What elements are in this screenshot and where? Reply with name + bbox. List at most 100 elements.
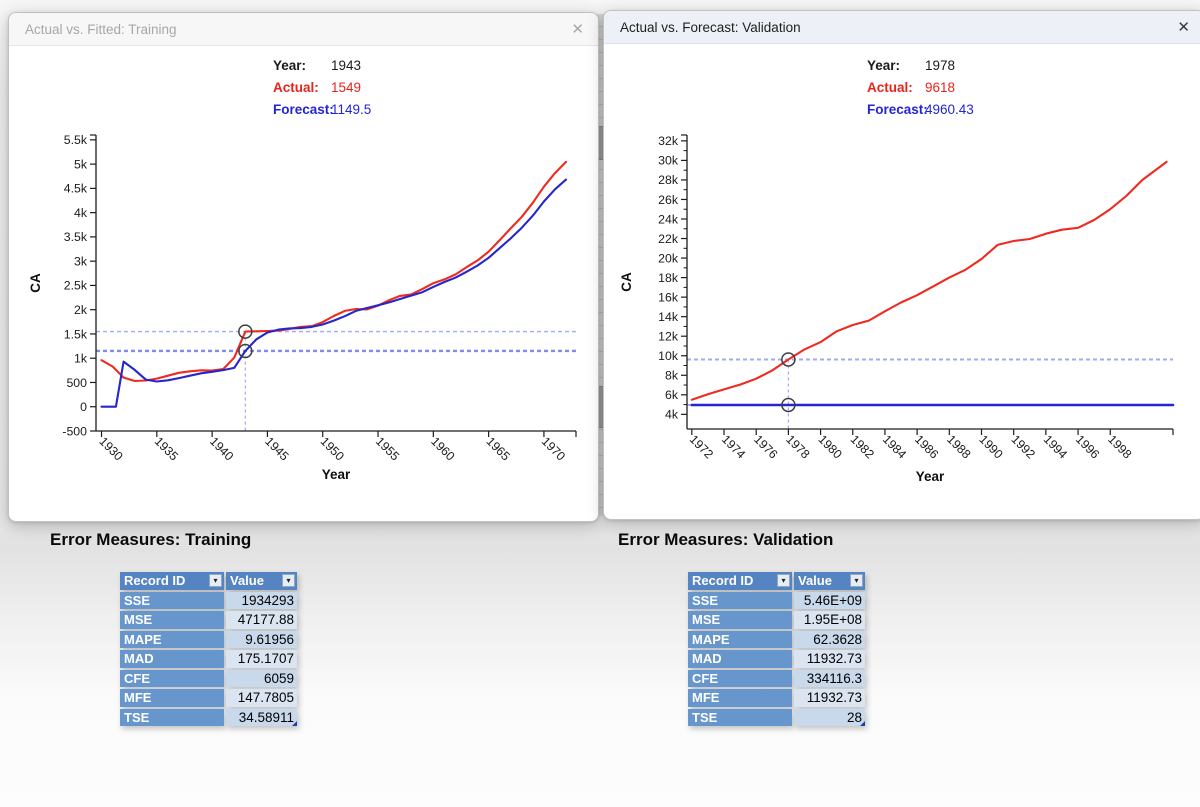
record-id-cell[interactable]: MAD [120, 650, 224, 668]
value-cell[interactable]: 5.46E+09 [794, 591, 865, 609]
svg-text:1965: 1965 [484, 434, 513, 463]
svg-text:4k: 4k [665, 408, 679, 422]
column-header-label: Record ID [692, 573, 754, 589]
value-cell[interactable]: 28 [794, 708, 865, 726]
table-row: MSE 1.95E+08 [688, 611, 865, 629]
svg-text:6k: 6k [665, 388, 679, 402]
svg-text:26k: 26k [658, 193, 679, 207]
value-cell[interactable]: 11932.73 [794, 650, 865, 668]
heading-error-measures-validation: Error Measures: Validation [618, 530, 834, 549]
table-row: MAPE 62.3628 [688, 630, 865, 648]
tooltip-actual-label: Actual: [273, 80, 319, 95]
svg-text:1945: 1945 [262, 434, 291, 463]
svg-text:1982: 1982 [848, 432, 877, 461]
record-id-cell[interactable]: CFE [688, 669, 792, 687]
record-id-cell[interactable]: TSE [688, 708, 792, 726]
svg-text:2k: 2k [74, 303, 88, 317]
window-validation: Actual vs. Forecast: Validation ✕ Year: … [603, 10, 1200, 520]
value-cell[interactable]: 47177.88 [226, 611, 297, 629]
column-header-record-id: Record ID ▾ [120, 572, 224, 590]
training-chart[interactable]: 5.5k 5k 4.5k 4k 3.5k 3k 2.5k 2k 1.5k 1k 500 0 -500 19… [9, 46, 598, 521]
svg-text:3k: 3k [74, 254, 88, 268]
svg-text:500: 500 [66, 376, 87, 390]
svg-text:5.5k: 5.5k [64, 133, 88, 147]
tooltip-year-row: Year: 1978 [867, 55, 974, 77]
svg-text:18k: 18k [658, 271, 679, 285]
svg-text:2.5k: 2.5k [64, 279, 88, 293]
value-cell[interactable]: 175.1707 [226, 650, 297, 668]
table-row: MAD 175.1707 [120, 650, 297, 668]
tooltip-year-row: Year: 1943 [273, 55, 371, 77]
record-id-cell[interactable]: MFE [120, 689, 224, 707]
value-cell[interactable]: 6059 [226, 669, 297, 687]
svg-text:5k: 5k [74, 157, 88, 171]
record-id-cell[interactable]: MFE [688, 689, 792, 707]
svg-text:1990: 1990 [976, 432, 1005, 461]
crosshair-marker [781, 352, 796, 367]
svg-text:32k: 32k [658, 134, 679, 148]
column-header-value: Value ▾ [794, 572, 865, 590]
record-id-cell[interactable]: MSE [688, 611, 792, 629]
tooltip-actual-value: 1549 [331, 80, 362, 95]
svg-text:1972: 1972 [687, 432, 716, 461]
series-forecast-line [100, 178, 568, 408]
svg-text:14k: 14k [658, 310, 679, 324]
svg-text:1k: 1k [74, 352, 88, 366]
record-id-cell[interactable]: MAPE [688, 630, 792, 648]
titlebar-training[interactable]: Actual vs. Fitted: Training ✕ [9, 13, 598, 46]
svg-text:4k: 4k [74, 206, 88, 220]
svg-text:3.5k: 3.5k [64, 230, 88, 244]
series-actual-line [100, 160, 568, 383]
heading-error-measures-training: Error Measures: Training [50, 530, 252, 549]
record-id-cell[interactable]: MAPE [120, 630, 224, 648]
value-cell[interactable]: 1.95E+08 [794, 611, 865, 629]
crosshair-marker [238, 324, 253, 339]
filter-dropdown-button[interactable]: ▾ [282, 574, 295, 588]
value-cell[interactable]: 34.58911 [226, 708, 297, 726]
svg-text:1974: 1974 [719, 432, 748, 461]
table-row: MSE 47177.88 [120, 611, 297, 629]
sliver-block [597, 126, 604, 160]
value-cell[interactable]: 1934293 [226, 591, 297, 609]
tooltip-year-label: Year: [867, 58, 901, 73]
series-actual-line [690, 160, 1168, 401]
svg-text:1978: 1978 [783, 432, 812, 461]
record-id-cell[interactable]: SSE [688, 591, 792, 609]
svg-text:24k: 24k [658, 212, 679, 226]
record-id-cell[interactable]: MSE [120, 611, 224, 629]
record-id-cell[interactable]: SSE [120, 591, 224, 609]
table-row: CFE 334116.3 [688, 669, 865, 687]
column-header-label: Record ID [124, 573, 186, 589]
validation-chart[interactable]: 32k 30k 28k 26k 24k 22k 20k 18k 16k 14k 12k 10k 8k 6k… [604, 44, 1200, 519]
table-row: SSE 5.46E+09 [688, 591, 865, 609]
hover-readout: Year: 1978 Actual: 9618 Forecast: 4960.4… [867, 55, 974, 121]
tooltip-year-value: 1943 [331, 58, 362, 73]
titlebar-validation[interactable]: Actual vs. Forecast: Validation ✕ [604, 11, 1200, 44]
record-id-cell[interactable]: TSE [120, 708, 224, 726]
svg-text:1992: 1992 [1009, 432, 1038, 461]
filter-dropdown-button[interactable]: ▾ [209, 574, 222, 588]
svg-text:1955: 1955 [373, 434, 402, 463]
record-id-cell[interactable]: CFE [120, 669, 224, 687]
value-cell[interactable]: 62.3628 [794, 630, 865, 648]
close-icon[interactable]: ✕ [1177, 18, 1190, 36]
filter-dropdown-button[interactable]: ▾ [850, 574, 863, 588]
svg-text:1980: 1980 [815, 432, 844, 461]
tooltip-forecast-value: 1149.5 [331, 102, 372, 117]
table-row: CFE 6059 [120, 669, 297, 687]
value-cell[interactable]: 334116.3 [794, 669, 865, 687]
svg-text:1976: 1976 [751, 432, 780, 461]
filter-dropdown-button[interactable]: ▾ [777, 574, 790, 588]
column-header-record-id: Record ID ▾ [688, 572, 792, 590]
value-cell[interactable]: 11932.73 [794, 689, 865, 707]
svg-text:1960: 1960 [428, 434, 457, 463]
window-title: Actual vs. Fitted: Training [25, 21, 177, 37]
close-icon[interactable]: ✕ [571, 20, 584, 38]
value-cell[interactable]: 147.7805 [226, 689, 297, 707]
value-cell[interactable]: 9.61956 [226, 630, 297, 648]
error-measures-table-validation: Record ID ▾ Value ▾ SSE 5.46E+09 MSE 1.95E+08 MA… [688, 572, 865, 726]
svg-text:0: 0 [80, 400, 87, 414]
svg-text:Year: Year [916, 469, 945, 484]
record-id-cell[interactable]: MAD [688, 650, 792, 668]
column-header-value: Value ▾ [226, 572, 297, 590]
